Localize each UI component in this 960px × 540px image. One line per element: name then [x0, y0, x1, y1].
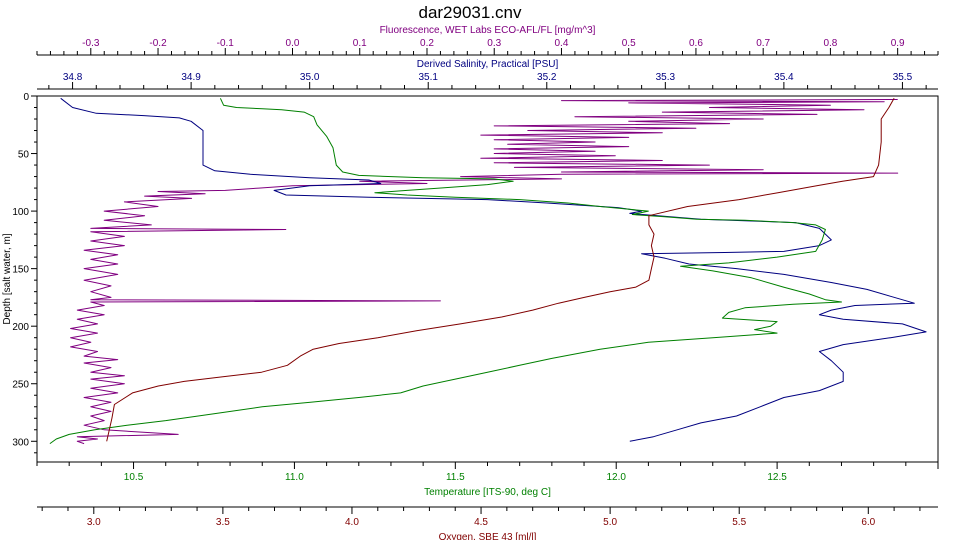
oxygen-tick-label: 5.5 — [732, 517, 746, 528]
depth-tick-label: 0 — [23, 92, 29, 103]
x-axes: -0.3 -0.2 -0.1 0.0 0.1 0.2 0.3 0.4 0.5 0.6 0.7 0.8 0… — [36, 25, 939, 540]
fluorescence-tick-label: 0.3 — [487, 38, 501, 49]
salinity-tick-label: 34.8 — [63, 72, 83, 83]
fluorescence-tick-label: 0.7 — [756, 38, 770, 49]
salinity-tick-label: 35.3 — [656, 72, 676, 83]
chart-title: dar29031.cnv — [418, 3, 522, 22]
temperature-tick-label: 10.5 — [124, 472, 144, 483]
fluorescence-tick-label: 0.5 — [622, 38, 636, 49]
fluorescence-tick-label: -0.3 — [82, 38, 100, 49]
fluorescence-tick-label: 0.6 — [689, 38, 703, 49]
temperature-tick-label: 12.5 — [767, 472, 787, 483]
depth-tick-label: 100 — [12, 207, 29, 218]
fluorescence-tick-label: 0.4 — [555, 38, 569, 49]
salinity-tick-label: 35.4 — [774, 72, 794, 83]
oxygen-axis-label: Oxygen, SBE 43 [ml/l] — [439, 532, 537, 540]
fluorescence-profile-line — [70, 99, 899, 445]
oxygen-tick-label: 4.0 — [345, 517, 359, 528]
temperature-tick-label: 11.5 — [446, 472, 465, 483]
salinity-axis: 34.8 34.9 35.0 35.1 35.2 35.3 35.4 35.5 Derived … — [37, 59, 938, 90]
temperature-tick-label: 11.0 — [285, 472, 304, 483]
salinity-tick-label: 35.5 — [893, 72, 913, 83]
fluorescence-tick-label: -0.1 — [217, 38, 235, 49]
fluorescence-tick-label: 0.2 — [420, 38, 434, 49]
oxygen-tick-label: 3.5 — [216, 517, 230, 528]
plot-area — [36, 95, 939, 463]
salinity-axis-label: Derived Salinity, Practical [PSU] — [417, 59, 559, 70]
series-group — [49, 97, 927, 445]
oxygen-tick-label: 4.5 — [474, 517, 488, 528]
fluorescence-tick-label: 0.1 — [353, 38, 367, 49]
oxygen-tick-label: 3.0 — [87, 517, 101, 528]
depth-tick-label: 150 — [12, 265, 29, 276]
depth-tick-label: 200 — [12, 322, 29, 333]
depth-tick-label: 50 — [18, 150, 30, 161]
fluorescence-tick-label: 0.8 — [823, 38, 837, 49]
temperature-tick-label: 12.0 — [606, 472, 626, 483]
temperature-axis: 10.5 11.0 11.5 12.0 12.5 Temperature [ITS-90,… — [36, 462, 939, 498]
temperature-axis-label: Temperature [ITS-90, deg C] — [424, 487, 551, 498]
oxygen-axis: 3.0 3.5 4.0 4.5 5.0 5.5 6.0 Oxygen, SBE 43 [ml/… — [37, 506, 938, 540]
salinity-tick-label: 35.2 — [537, 72, 557, 83]
depth-tick-label: 250 — [12, 380, 29, 391]
depth-axis-label: Depth [salt water, m] — [2, 233, 13, 324]
fluorescence-tick-label: -0.2 — [149, 38, 167, 49]
oxygen-tick-label: 6.0 — [861, 517, 875, 528]
oxygen-profile-line — [106, 98, 895, 442]
salinity-profile-line — [60, 97, 927, 442]
fluorescence-tick-label: 0.0 — [286, 38, 300, 49]
fluorescence-tick-label: 0.9 — [891, 38, 905, 49]
depth-tick-label: 300 — [12, 437, 29, 448]
fluorescence-axis-label: Fluorescence, WET Labs ECO-AFL/FL [mg/m^… — [380, 25, 596, 36]
salinity-tick-label: 34.9 — [181, 72, 201, 83]
salinity-tick-label: 35.0 — [300, 72, 320, 83]
temperature-profile-line — [49, 98, 842, 445]
salinity-tick-label: 35.1 — [418, 72, 438, 83]
oxygen-tick-label: 5.0 — [603, 517, 617, 528]
fluorescence-axis: -0.3 -0.2 -0.1 0.0 0.1 0.2 0.3 0.4 0.5 0.6 0.7 0.8 0… — [36, 25, 939, 56]
depth-axis: 0 50 100 150 200 250 300 — [12, 92, 37, 454]
